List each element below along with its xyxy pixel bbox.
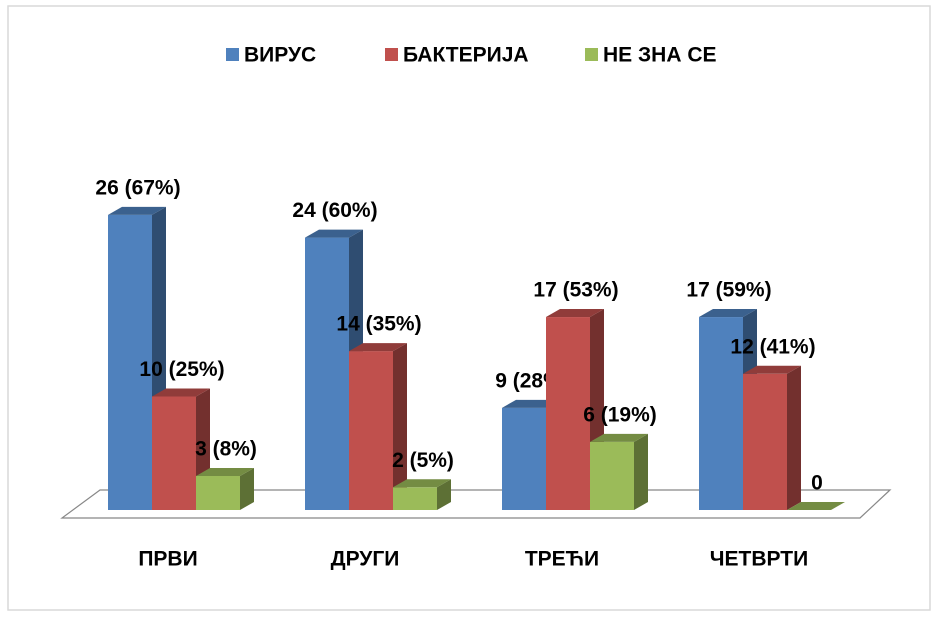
bar-top (349, 343, 407, 352)
legend-swatch (226, 48, 239, 61)
bar-top (743, 365, 801, 374)
legend-label: ВИРУС (244, 44, 316, 67)
x-tick-label: ДРУГИ (331, 548, 400, 571)
bar-front (699, 317, 743, 510)
bar (393, 479, 451, 510)
value-label: 2 (5%) (392, 449, 454, 472)
bar-side (437, 479, 451, 510)
bar-top (590, 433, 648, 442)
value-label: 17 (53%) (533, 279, 618, 302)
value-label: 6 (19%) (583, 403, 657, 426)
bar (590, 433, 648, 510)
bar-front (349, 351, 393, 510)
bar-side (634, 433, 648, 510)
value-label: 26 (67%) (95, 176, 180, 199)
bar-front (152, 396, 196, 510)
bar-front (546, 317, 590, 510)
bar-top (546, 309, 604, 318)
frame (7, 5, 931, 611)
bar (196, 467, 254, 510)
x-tick-label: ЧЕТВРТИ (710, 548, 808, 571)
value-label: 10 (25%) (139, 358, 224, 381)
bar-front (196, 475, 240, 510)
bar-top (699, 309, 757, 318)
value-label: 3 (8%) (195, 437, 257, 460)
bar-side (787, 365, 801, 510)
x-tick-label: ПРВИ (138, 548, 197, 571)
value-label: 14 (35%) (336, 313, 421, 336)
bar-front (502, 407, 546, 510)
bar (743, 365, 801, 510)
legend-label: БАКТЕРИЈА (403, 44, 529, 67)
bar-front (590, 441, 634, 510)
bar-top (152, 388, 210, 397)
value-label: 0 (811, 472, 823, 495)
bar-side (393, 343, 407, 510)
bar-top (108, 206, 166, 215)
bar-top (502, 399, 560, 408)
value-label: 12 (41%) (730, 335, 815, 358)
bar-top (393, 479, 451, 488)
bar-front (393, 487, 437, 510)
floor (60, 489, 892, 519)
bar-top (787, 502, 845, 510)
bar-top (305, 229, 363, 238)
bar (349, 343, 407, 510)
x-tick-label: ТРЕЋИ (525, 548, 599, 571)
legend-label: НЕ ЗНА СЕ (603, 44, 717, 67)
bar-front (108, 214, 152, 510)
bar-top (196, 467, 254, 476)
legend-swatch (585, 48, 598, 61)
bar-front (305, 237, 349, 510)
bar-front (743, 373, 787, 510)
bar (152, 388, 210, 510)
bar-side (240, 467, 254, 510)
value-label: 24 (60%) (292, 199, 377, 222)
legend-swatch (385, 48, 398, 61)
value-label: 17 (59%) (686, 279, 771, 302)
bar (787, 502, 845, 510)
